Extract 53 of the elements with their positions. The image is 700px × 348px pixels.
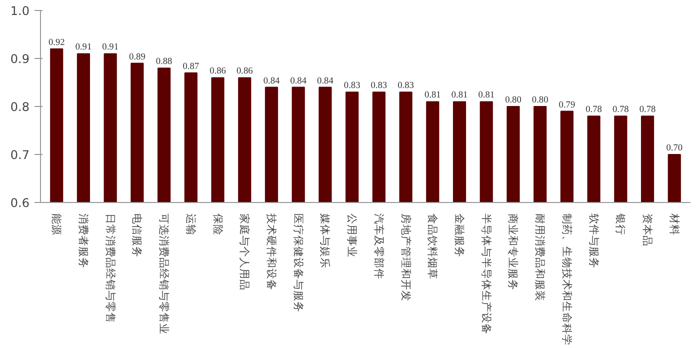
x-tick-label: 可选消费品经销与零售业 xyxy=(158,214,171,334)
data-label: 0.81 xyxy=(478,90,495,101)
data-label: 0.79 xyxy=(558,100,576,110)
data-label: 0.81 xyxy=(451,90,468,101)
data-label: 0.86 xyxy=(210,66,226,77)
data-label: 0.83 xyxy=(370,81,388,92)
x-tick-label: 银行 xyxy=(614,212,628,236)
data-label: 0.83 xyxy=(344,81,361,92)
data-label: 0.70 xyxy=(666,144,683,154)
x-tick-label: 金融服务 xyxy=(453,214,466,258)
x-tick-label: 软件与服务 xyxy=(587,214,600,268)
x-tick-label: 运输 xyxy=(184,214,198,236)
data-label: 0.81 xyxy=(424,90,442,101)
x-tick-label: 耐用消费品和服装 xyxy=(534,214,547,302)
x-tick-label: 媒体与娱乐 xyxy=(318,214,332,268)
y-tick-label: 0.6 xyxy=(10,196,30,210)
data-label: 0.91 xyxy=(102,42,119,53)
x-tick-label: 材料 xyxy=(668,212,681,236)
data-label: 0.86 xyxy=(236,66,254,77)
x-tick-label: 制药、生物技术和生命科学 xyxy=(560,214,574,346)
x-tick-label: 日常消费品经销与零售 xyxy=(104,214,117,324)
x-tick-label: 商业和专业服务 xyxy=(506,214,520,290)
x-tick-label: 食品饮料烟草 xyxy=(426,214,440,280)
x-tick-label: 保险 xyxy=(211,214,224,236)
data-label: 0.78 xyxy=(612,105,630,116)
data-label: 0.80 xyxy=(532,96,549,106)
y-tick-label: 0.7 xyxy=(10,148,30,162)
data-label: 0.84 xyxy=(290,76,307,86)
x-tick-label: 房地产管理和开发 xyxy=(399,214,412,302)
data-label: 0.88 xyxy=(156,57,173,68)
y-tick-label: 0.8 xyxy=(10,100,30,114)
x-tick-label: 技术硬件和设备 xyxy=(264,212,278,290)
data-label: 0.80 xyxy=(505,96,522,106)
data-label: 0.78 xyxy=(586,105,602,116)
data-label: 0.84 xyxy=(317,76,334,86)
data-label: 0.89 xyxy=(129,52,146,62)
data-label: 0.87 xyxy=(182,62,200,72)
x-tick-label: 医疗保健设备与服务 xyxy=(292,214,305,312)
y-tick-label: 0.9 xyxy=(10,52,30,66)
data-label: 0.84 xyxy=(263,76,280,86)
data-label: 0.83 xyxy=(398,81,414,92)
x-tick-label: 资本品 xyxy=(641,214,654,246)
data-label: 0.78 xyxy=(639,105,656,116)
x-tick-label: 电信服务 xyxy=(130,214,144,258)
x-tick-label: 能源 xyxy=(50,214,64,236)
y-tick-label: 1.0 xyxy=(10,4,30,18)
data-label: 0.91 xyxy=(75,42,92,53)
x-tick-label: 消费者服务 xyxy=(76,214,90,268)
x-tick-label: 汽车及零部件 xyxy=(372,214,386,280)
x-tick-label: 公用事业 xyxy=(346,214,359,258)
data-label: 0.92 xyxy=(48,38,66,48)
x-tick-label: 家庭与个人用品 xyxy=(238,214,252,290)
x-tick-label: 半导体与半导体生产设备 xyxy=(480,214,493,334)
